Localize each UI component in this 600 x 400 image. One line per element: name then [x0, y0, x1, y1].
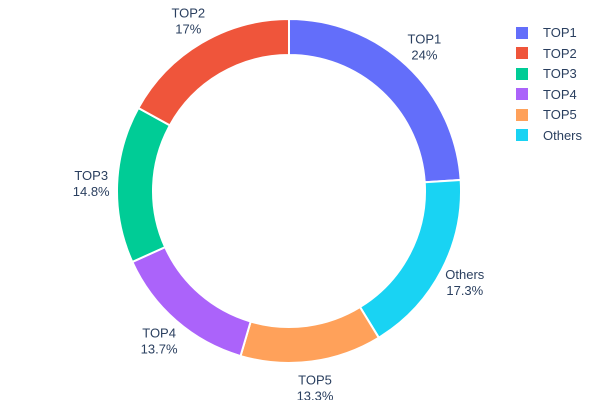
legend-label: Others	[543, 127, 583, 143]
legend-label: TOP4	[543, 86, 577, 102]
pie-slice-top3[interactable]	[116, 106, 172, 264]
legend-swatch-top4	[516, 88, 528, 100]
legend-label: TOP5	[543, 107, 577, 122]
slice-label-top5: TOP5 13.3%	[297, 372, 334, 400]
pie-slice-others[interactable]	[358, 178, 462, 340]
legend-swatch-top3	[516, 67, 528, 80]
legend: TOP1 TOP2 TOP3 TOP4 TOP5 Others	[516, 26, 582, 142]
slice-label-top1: TOP1 24%	[408, 32, 442, 63]
slice-label-top4: TOP4 13.7%	[141, 325, 178, 356]
legend-label: TOP3	[543, 66, 577, 81]
slice-label-top2: TOP2 17%	[171, 6, 205, 37]
legend-label: TOP1	[543, 25, 577, 40]
legend-item-top4[interactable]: TOP4	[516, 88, 582, 101]
legend-item-top1[interactable]: TOP1	[516, 26, 582, 39]
legend-label: TOP2	[543, 45, 577, 61]
slice-label-others: Others 17.3%	[445, 267, 485, 298]
legend-item-top2[interactable]: TOP2	[516, 47, 582, 60]
pie-slice-top2[interactable]	[137, 17, 290, 127]
legend-swatch-top5	[516, 108, 528, 121]
legend-swatch-top2	[516, 47, 528, 59]
slice-label-top3: TOP3 14.8%	[73, 168, 110, 199]
legend-swatch-others	[516, 129, 528, 141]
legend-swatch-top1	[516, 26, 528, 39]
legend-item-top3[interactable]: TOP3	[516, 67, 582, 80]
legend-item-others[interactable]: Others	[516, 129, 582, 142]
legend-item-top5[interactable]: TOP5	[516, 108, 582, 121]
pie-slice-top5[interactable]	[239, 305, 381, 364]
